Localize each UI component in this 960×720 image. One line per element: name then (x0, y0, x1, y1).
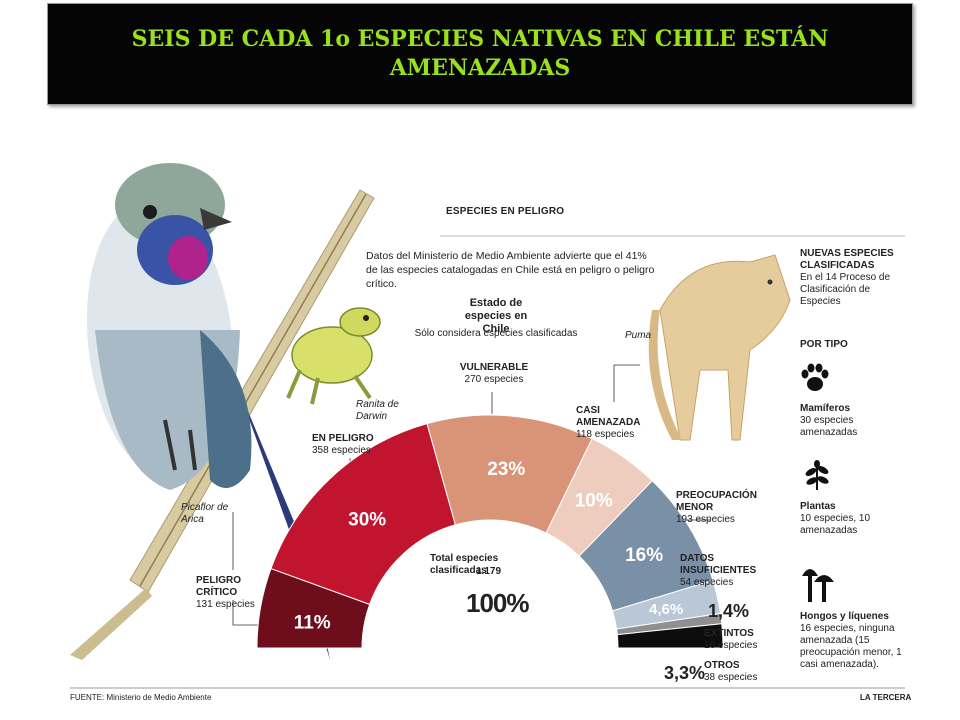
label-otros: OTROS 38 especies (704, 660, 758, 683)
chart-segment-percent-label: 11% (294, 613, 331, 634)
sidebar-by-type: POR TIPO (800, 339, 848, 350)
chart-segment (270, 423, 457, 605)
sidebar-plants: Plantas 10 especies, 10 amenazadas (800, 501, 871, 536)
label-datos-insuficientes: DATOS INSUFICIENTES 54 especies (680, 553, 757, 588)
intro-text: Datos del Ministerio de Medio Ambiente a… (366, 250, 655, 290)
mushroom-icon (802, 569, 834, 602)
sidebar-mammals: Mamíferos 30 especies amenazadas (800, 403, 858, 438)
species-status-chart (256, 414, 724, 649)
puma-caption: Puma (625, 330, 652, 341)
chart-segment (616, 623, 724, 649)
plant-icon (805, 460, 829, 490)
hummingbird-caption: Picaflor de Arica (181, 502, 229, 525)
species-status-percent-labels: 11% 30% 23% 10% 16% 4,6% (294, 459, 683, 633)
state-subtitle: Sólo considera especies clasificadas (414, 328, 578, 339)
label-vulnerable: VULNERABLE 270 especies (459, 362, 529, 385)
paw-icon (801, 363, 829, 391)
label-casi-amenazada: CASI AMENAZADA 118 especies (576, 405, 641, 440)
title-banner: SEIS DE CADA 1o ESPECIES NATIVAS EN CHIL… (47, 3, 913, 105)
label-extintos: EXTINTOS 16 especies (704, 628, 758, 651)
sidebar-new-species: NUEVAS ESPECIES CLASIFICADAS En el 14 Pr… (800, 248, 894, 307)
chart-segment-percent-label: 16% (625, 545, 663, 566)
source-note: FUENTE: Ministerio de Medio Ambiente (70, 693, 212, 702)
label-extintos-percent: 1,4% (708, 601, 750, 621)
total-label: Total especies clasificadas (430, 553, 499, 576)
label-otros-percent: 3,3% (664, 663, 706, 683)
chart-segment-percent-label: 10% (575, 491, 613, 512)
label-preocupacion-menor: PREOCUPACIÓN MENOR 193 especies (676, 490, 757, 525)
chart-segment-percent-label: 4,6% (649, 601, 683, 618)
chart-heading: ESPECIES EN PELIGRO (446, 206, 565, 217)
banner-title: SEIS DE CADA 1o ESPECIES NATIVAS EN CHIL… (131, 26, 829, 81)
branch-illustration (70, 189, 375, 660)
frog-caption: Ranita de Darwin (356, 399, 399, 422)
total-value: 1.179 (476, 566, 502, 577)
hummingbird-illustration (86, 163, 330, 660)
label-peligro-critico: PELIGRO CRÍTICO 131 especies (196, 575, 255, 610)
publisher-credit: LA TERCERA (860, 693, 912, 702)
sidebar-fungi: Hongos y líquenes 16 especies, ninguna a… (800, 611, 902, 670)
chart-segment-percent-label: 23% (487, 459, 525, 480)
state-title: Estado de especies en Chile (464, 297, 528, 335)
puma-illustration (648, 254, 791, 441)
label-en-peligro: EN PELIGRO 358 especies (312, 433, 374, 456)
chart-segment-percent-label: 30% (348, 510, 386, 531)
total-percent: 100% (466, 588, 529, 618)
frog-illustration (286, 307, 381, 405)
